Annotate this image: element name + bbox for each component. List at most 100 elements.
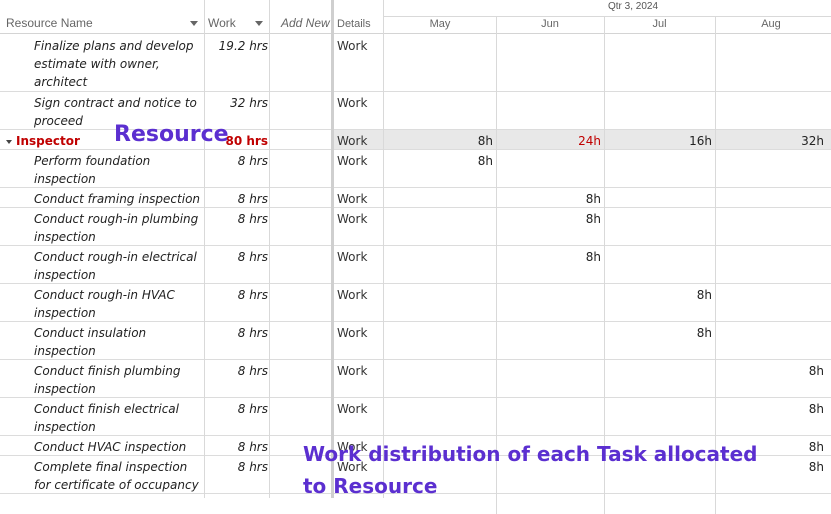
work-cell[interactable]: 32 hrs	[230, 96, 268, 110]
work-cell[interactable]: 8 hrs	[237, 250, 268, 264]
task-name-cell[interactable]: Conduct insulation inspection	[0, 322, 204, 360]
timephased-work-cell[interactable]: 8h	[808, 460, 824, 474]
view-divider[interactable]	[331, 0, 334, 498]
assignment-row[interactable]: Perform foundation inspection 8 hrs Work 8h	[0, 150, 831, 188]
collapse-triangle-icon[interactable]	[6, 139, 12, 144]
timephased-work-cell[interactable]	[496, 360, 604, 362]
timephased-work-cell[interactable]: 8h	[696, 326, 712, 340]
details-cell: Work	[337, 288, 368, 302]
task-name-cell[interactable]: Conduct finish electrical inspection	[0, 398, 204, 436]
assignment-row[interactable]: Conduct finish plumbing inspection 8 hrs W…	[0, 360, 831, 398]
work-cell[interactable]: 8 hrs	[237, 288, 268, 302]
timephased-work-cell[interactable]	[384, 284, 496, 286]
timephased-work-cell[interactable]	[384, 322, 496, 324]
task-name-cell[interactable]: Conduct framing inspection	[0, 188, 204, 208]
timephased-work-cell[interactable]	[384, 436, 496, 438]
timephased-work-cell[interactable]	[384, 188, 496, 190]
resource-name-cell[interactable]: Inspector	[0, 130, 204, 150]
timephased-work-cell[interactable]	[715, 92, 827, 94]
timephased-work-cell[interactable]	[604, 188, 715, 190]
timephased-work-cell[interactable]: 8h	[808, 440, 824, 454]
timephased-work-cell[interactable]	[604, 246, 715, 248]
task-name-cell[interactable]: Conduct rough-in electrical inspection	[0, 246, 204, 284]
work-cell[interactable]: 8 hrs	[237, 192, 268, 206]
timephased-work-cell[interactable]	[715, 188, 827, 190]
assignment-row[interactable]: Conduct rough-in electrical inspection 8 …	[0, 246, 831, 284]
task-name-cell[interactable]: Conduct finish plumbing inspection	[0, 360, 204, 398]
assignment-row[interactable]: Conduct insulation inspection 8 hrs Work 8h	[0, 322, 831, 360]
dropdown-arrow-icon[interactable]	[190, 21, 198, 26]
work-cell[interactable]: 19.2 hrs	[218, 39, 268, 53]
timephased-work-cell[interactable]	[715, 150, 827, 152]
timephased-work-cell[interactable]	[496, 35, 604, 37]
column-header-add-new[interactable]: Add New	[269, 0, 331, 34]
timephased-work-cell[interactable]	[384, 360, 496, 362]
timephased-work-cell[interactable]: 16h	[689, 134, 712, 148]
timephased-work-cell[interactable]	[384, 208, 496, 210]
timephased-work-cell[interactable]	[715, 284, 827, 286]
timephased-work-cell[interactable]: 8h	[585, 250, 601, 264]
timephased-work-cell[interactable]: 8h	[808, 364, 824, 378]
timephased-work-cell[interactable]	[604, 360, 715, 362]
work-cell[interactable]: 8 hrs	[237, 326, 268, 340]
details-cell: Work	[337, 134, 368, 148]
assignment-row[interactable]: Conduct framing inspection 8 hrs Work 8h	[0, 188, 831, 208]
timephased-work-cell[interactable]	[604, 92, 715, 94]
resource-row[interactable]: Inspector 80 hrs Work 8h 24h 16h 32h	[0, 130, 831, 150]
column-header-work[interactable]: Work	[204, 0, 269, 34]
assignment-row[interactable]: Conduct rough-in plumbing inspection 8 hr…	[0, 208, 831, 246]
work-cell[interactable]: 8 hrs	[237, 154, 268, 168]
task-name-cell[interactable]: Conduct rough-in plumbing inspection	[0, 208, 204, 246]
timephased-work-cell[interactable]	[384, 92, 496, 94]
work-cell[interactable]: 8 hrs	[237, 440, 268, 454]
dropdown-arrow-icon[interactable]	[255, 21, 263, 26]
timephased-work-cell[interactable]	[715, 35, 827, 37]
timephased-work-cell[interactable]: 8h	[477, 154, 493, 168]
assignment-row[interactable]: Conduct finish electrical inspection 8 hr…	[0, 398, 831, 436]
work-cell[interactable]: 8 hrs	[237, 212, 268, 226]
timephased-work-cell[interactable]: 8h	[808, 402, 824, 416]
timephased-work-cell[interactable]	[604, 208, 715, 210]
name-text: Complete final inspection for certificat…	[34, 460, 199, 492]
timephased-work-cell[interactable]	[715, 322, 827, 324]
assignment-row[interactable]: Conduct rough-in HVAC inspection 8 hrs Wor…	[0, 284, 831, 322]
task-name-cell[interactable]: Perform foundation inspection	[0, 150, 204, 188]
timephased-work-cell[interactable]	[496, 150, 604, 152]
timephased-work-cell[interactable]	[496, 92, 604, 94]
task-name-cell[interactable]: Finalize plans and develop estimate with…	[0, 35, 204, 91]
timephased-work-cell[interactable]: 8h	[696, 288, 712, 302]
timephased-work-cell[interactable]	[604, 150, 715, 152]
work-cell[interactable]: 8 hrs	[237, 402, 268, 416]
name-text: Finalize plans and develop estimate with…	[34, 39, 194, 89]
timephased-work-cell[interactable]	[715, 208, 827, 210]
timephased-work-cell[interactable]	[604, 398, 715, 400]
assignment-row[interactable]: Complete final inspection for certificat…	[0, 456, 831, 494]
timephased-work-cell[interactable]: 8h	[585, 192, 601, 206]
timephased-work-cell[interactable]	[496, 436, 604, 438]
timephased-work-cell[interactable]	[715, 246, 827, 248]
timephased-work-cell[interactable]	[604, 35, 715, 37]
assignment-row[interactable]: Sign contract and notice to proceed 32 hr…	[0, 92, 831, 130]
timephased-work-cell[interactable]: 24h	[578, 134, 601, 148]
timephased-work-cell[interactable]: 32h	[801, 134, 824, 148]
work-cell[interactable]: 8 hrs	[237, 460, 268, 474]
timephased-work-cell[interactable]	[496, 322, 604, 324]
timephased-work-cell[interactable]	[496, 284, 604, 286]
timephased-work-cell[interactable]	[384, 246, 496, 248]
assignment-row[interactable]: Conduct HVAC inspection 8 hrs Work 8h	[0, 436, 831, 456]
task-name-cell[interactable]: Complete final inspection for certificat…	[0, 456, 204, 494]
assignment-row[interactable]: Finalize plans and develop estimate with…	[0, 35, 831, 92]
timephased-work-cell[interactable]: 8h	[477, 134, 493, 148]
work-cell[interactable]: 8 hrs	[237, 364, 268, 378]
timephased-work-cell[interactable]: 8h	[585, 212, 601, 226]
timephased-work-cell[interactable]	[384, 398, 496, 400]
timephased-work-cell[interactable]	[604, 436, 715, 438]
work-cell[interactable]: 80 hrs	[225, 134, 268, 148]
timephased-work-cell[interactable]	[384, 35, 496, 37]
timephased-work-cell[interactable]	[496, 398, 604, 400]
task-name-cell[interactable]: Conduct HVAC inspection	[0, 436, 204, 456]
task-name-cell[interactable]: Conduct rough-in HVAC inspection	[0, 284, 204, 322]
task-name-cell[interactable]: Sign contract and notice to proceed	[0, 92, 204, 130]
callout-resource: Resource	[114, 122, 229, 147]
column-header-resource-name[interactable]: Resource Name	[0, 0, 204, 34]
